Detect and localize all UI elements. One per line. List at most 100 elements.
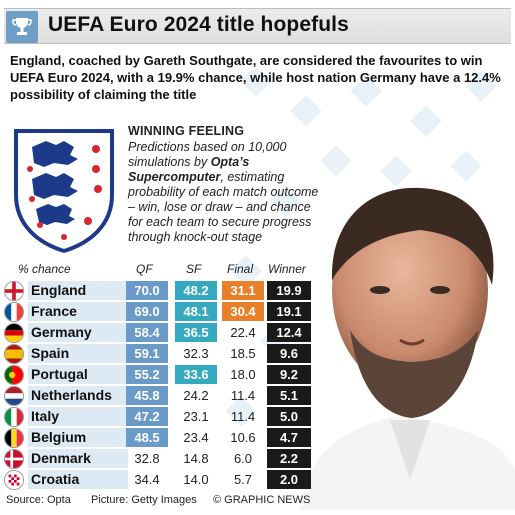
sf-cell: 23.4	[183, 430, 209, 445]
description-brand: Opta’s Supercomputer	[128, 155, 250, 184]
picture-credit: Picture: Getty Images	[91, 494, 197, 506]
team-name: Belgium	[31, 429, 87, 445]
winner-cell: 9.2	[267, 365, 311, 384]
table-row: France 69.0 48.1 30.4 19.1	[0, 301, 320, 322]
qf-cell: 45.8	[126, 386, 168, 405]
final-cell: 30.4	[222, 302, 264, 321]
qf-cell: 55.2	[126, 365, 168, 384]
description-text: Predictions based on 10,000 simulations …	[128, 140, 328, 245]
denmark-flag-icon	[4, 449, 24, 469]
winner-cell: 12.4	[267, 323, 311, 342]
final-cell: 18.5	[230, 346, 256, 361]
table-row: Italy 47.2 23.1 11.4 5.0	[0, 406, 320, 427]
team-name: Portugal	[31, 366, 88, 382]
col-header-chance: % chance	[18, 262, 71, 276]
italy-flag-icon	[4, 407, 24, 427]
qf-cell: 70.0	[126, 281, 168, 300]
final-cell: 22.4	[230, 325, 256, 340]
row-band	[28, 302, 128, 321]
qf-cell: 59.1	[126, 344, 168, 363]
winner-cell: 2.0	[267, 470, 311, 489]
row-band	[28, 365, 128, 384]
col-header-final: Final	[227, 262, 254, 276]
spain-flag-icon	[4, 344, 24, 364]
final-cell: 5.7	[233, 472, 253, 487]
team-name: Germany	[31, 324, 92, 340]
qf-cell: 32.8	[134, 451, 160, 466]
final-cell: 10.6	[230, 430, 256, 445]
team-name: Spain	[31, 345, 70, 361]
coach-photo	[300, 187, 515, 510]
qf-cell: 69.0	[126, 302, 168, 321]
sf-cell: 48.1	[175, 302, 217, 321]
sf-cell: 23.1	[183, 409, 209, 424]
sf-cell: 36.5	[175, 323, 217, 342]
final-cell: 31.1	[222, 281, 264, 300]
row-band	[28, 428, 128, 447]
team-name: France	[31, 303, 77, 319]
portugal-flag-icon	[4, 365, 24, 385]
col-header-sf: SF	[186, 262, 202, 276]
trophy-icon	[6, 11, 38, 43]
table-row: Spain 59.1 32.3 18.5 9.6	[0, 343, 320, 364]
germany-flag-icon	[4, 323, 24, 343]
winner-cell: 5.0	[267, 407, 311, 426]
copyright: © GRAPHIC NEWS	[213, 494, 311, 506]
table-row: Denmark 32.8 14.8 6.0 2.2	[0, 448, 320, 469]
sf-cell: 48.2	[175, 281, 217, 300]
table-row: England 70.0 48.2 31.1 19.9	[0, 280, 320, 301]
sf-cell: 32.3	[183, 346, 209, 361]
team-name: Italy	[31, 408, 60, 424]
qf-cell: 47.2	[126, 407, 168, 426]
team-name: Netherlands	[31, 387, 112, 403]
winner-cell: 2.2	[267, 449, 311, 468]
final-cell: 11.4	[230, 388, 256, 403]
france-flag-icon	[4, 302, 24, 322]
table-row: Germany 58.4 36.5 22.4 12.4	[0, 322, 320, 343]
team-name: Denmark	[31, 450, 91, 466]
final-cell: 18.0	[230, 367, 256, 382]
table-row: Portugal 55.2 33.6 18.0 9.2	[0, 364, 320, 385]
sf-cell: 24.2	[183, 388, 209, 403]
page-title: UEFA Euro 2024 title hopefuls	[48, 13, 349, 36]
qf-cell: 34.4	[134, 472, 160, 487]
description: Winning Feeling Predictions based on 10,…	[128, 124, 328, 245]
description-line2: , estimating probability of each match o…	[128, 170, 319, 244]
winner-cell: 19.1	[267, 302, 311, 321]
intro-text: England, coached by Gareth Southgate, ar…	[10, 53, 501, 102]
row-band	[28, 386, 128, 405]
row-band	[28, 344, 128, 363]
netherlands-flag-icon	[4, 386, 24, 406]
england-crest-icon	[14, 129, 114, 254]
team-name: Croatia	[31, 471, 80, 487]
winner-cell: 5.1	[267, 386, 311, 405]
belgium-flag-icon	[4, 428, 24, 448]
final-cell: 11.4	[230, 409, 256, 424]
qf-cell: 58.4	[126, 323, 168, 342]
final-cell: 6.0	[233, 451, 253, 466]
winner-cell: 9.6	[267, 344, 311, 363]
description-heading: Winning Feeling	[128, 124, 245, 138]
table-row: Croatia 34.4 14.0 5.7 2.0	[0, 469, 320, 490]
team-name: England	[31, 282, 87, 298]
table-row: Netherlands 45.8 24.2 11.4 5.1	[0, 385, 320, 406]
winner-cell: 19.9	[267, 281, 311, 300]
title-bar: UEFA Euro 2024 title hopefuls	[4, 8, 511, 44]
table-row: Belgium 48.5 23.4 10.6 4.7	[0, 427, 320, 448]
col-header-winner: Winner	[268, 262, 306, 276]
row-band	[28, 281, 128, 300]
source-credit: Source: Opta	[6, 494, 71, 506]
croatia-flag-icon	[4, 470, 24, 490]
description-line1: Predictions based on 10,000 simulations …	[128, 140, 287, 169]
sf-cell: 14.8	[183, 451, 209, 466]
winner-cell: 4.7	[267, 428, 311, 447]
row-band	[28, 323, 128, 342]
row-band	[28, 407, 128, 426]
england-flag-icon	[4, 281, 24, 301]
row-band	[28, 470, 128, 489]
col-header-qf: QF	[136, 262, 153, 276]
sf-cell: 33.6	[175, 365, 217, 384]
qf-cell: 48.5	[126, 428, 168, 447]
row-band	[28, 449, 128, 468]
